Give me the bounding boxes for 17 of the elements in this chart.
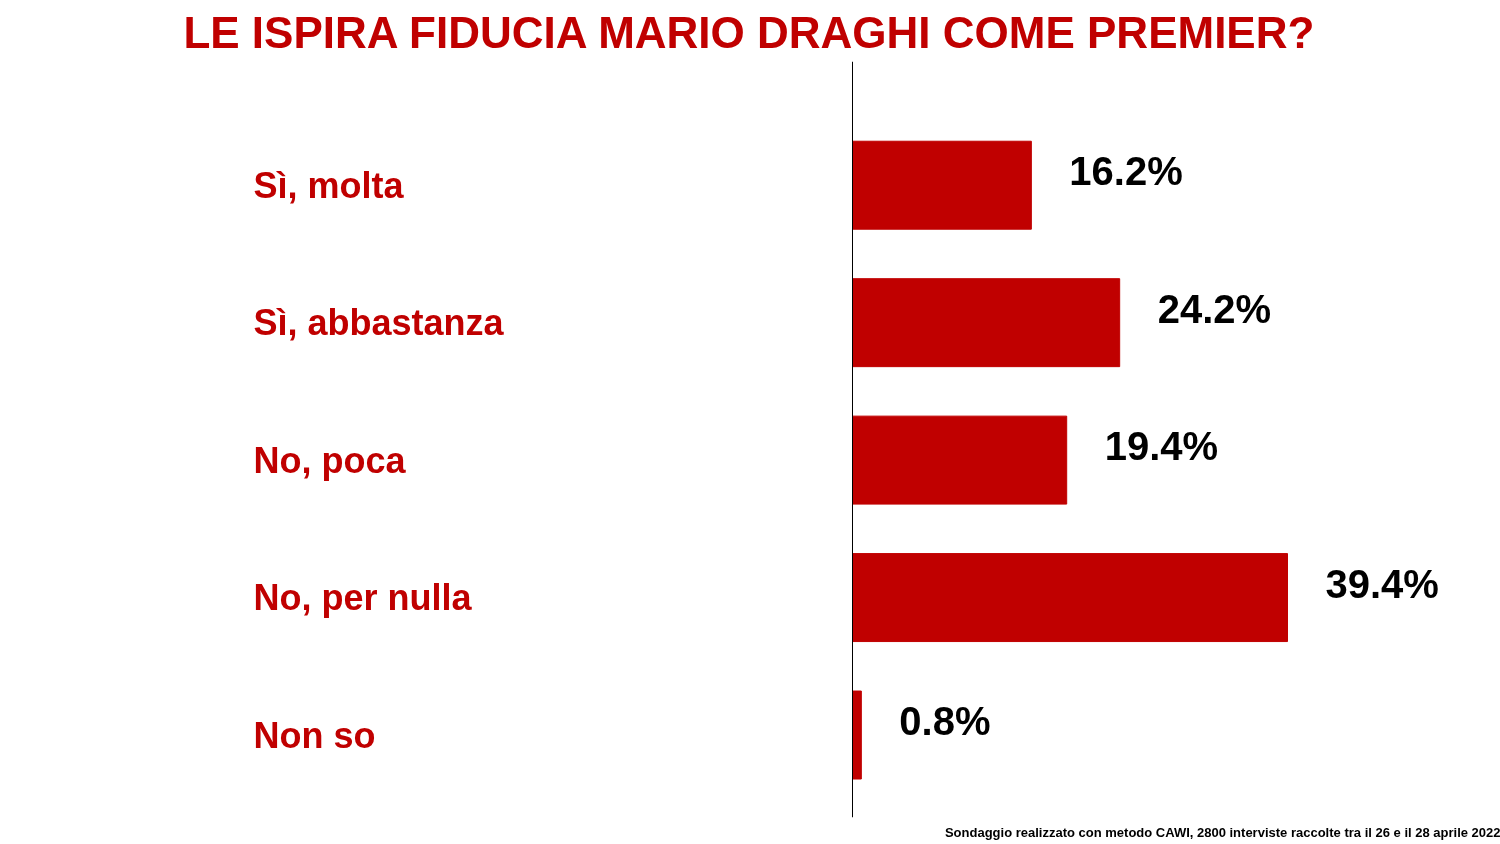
- data-label: 0.8%: [899, 699, 991, 744]
- data-label: 16.2%: [1069, 149, 1183, 194]
- data-label: 24.2%: [1157, 286, 1272, 331]
- bar: [852, 553, 1288, 643]
- data-label: 39.4%: [1325, 561, 1439, 606]
- y-tick-label: No, per nulla: [253, 577, 473, 619]
- bar: [852, 415, 1068, 505]
- y-tick-label: No, poca: [253, 439, 407, 481]
- y-tick-label: Sì, abbastanza: [253, 302, 505, 344]
- bar: [852, 278, 1121, 368]
- y-tick-label: Sì, molta: [253, 164, 405, 206]
- chart-title: LE ISPIRA FIDUCIA MARIO DRAGHI COME PREMIER?: [183, 7, 1315, 57]
- bar: [852, 140, 1032, 230]
- text: Sondaggio realizzato con metodo CAWI, 2800 interviste raccolte tra il 26 e il 28 aprile 2022: [944, 824, 1500, 840]
- bar: [852, 690, 862, 780]
- data-label: 19.4%: [1104, 424, 1219, 469]
- y-tick-label: Non so: [253, 714, 376, 756]
